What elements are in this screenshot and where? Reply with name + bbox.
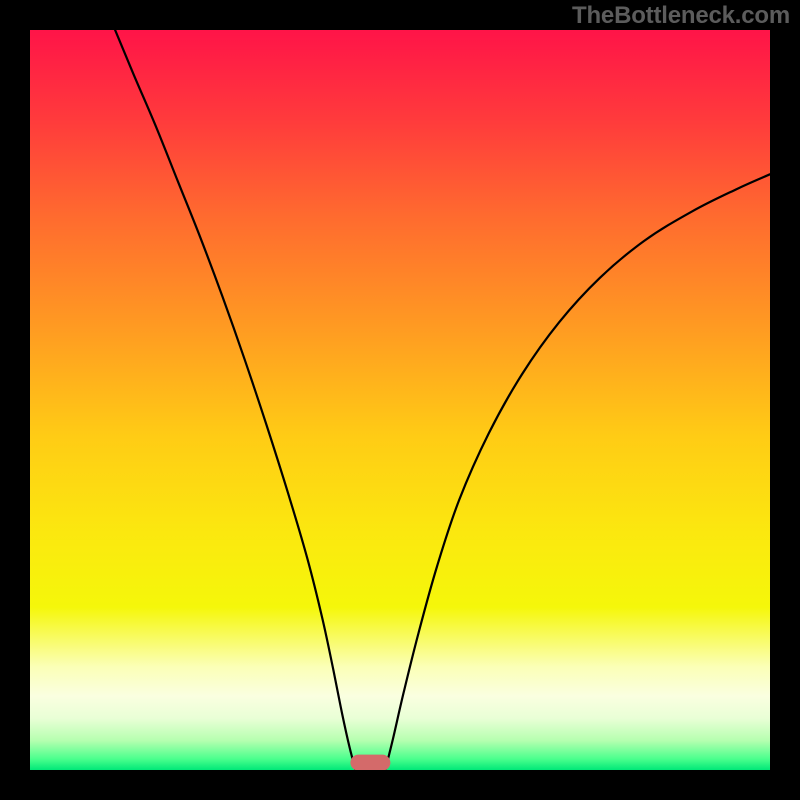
chart-frame: TheBottleneck.com [0,0,800,800]
gradient-background [30,30,770,770]
plot-svg [30,30,770,770]
plot-area [30,30,770,770]
watermark-text: TheBottleneck.com [572,2,790,30]
bottleneck-marker [350,755,390,770]
